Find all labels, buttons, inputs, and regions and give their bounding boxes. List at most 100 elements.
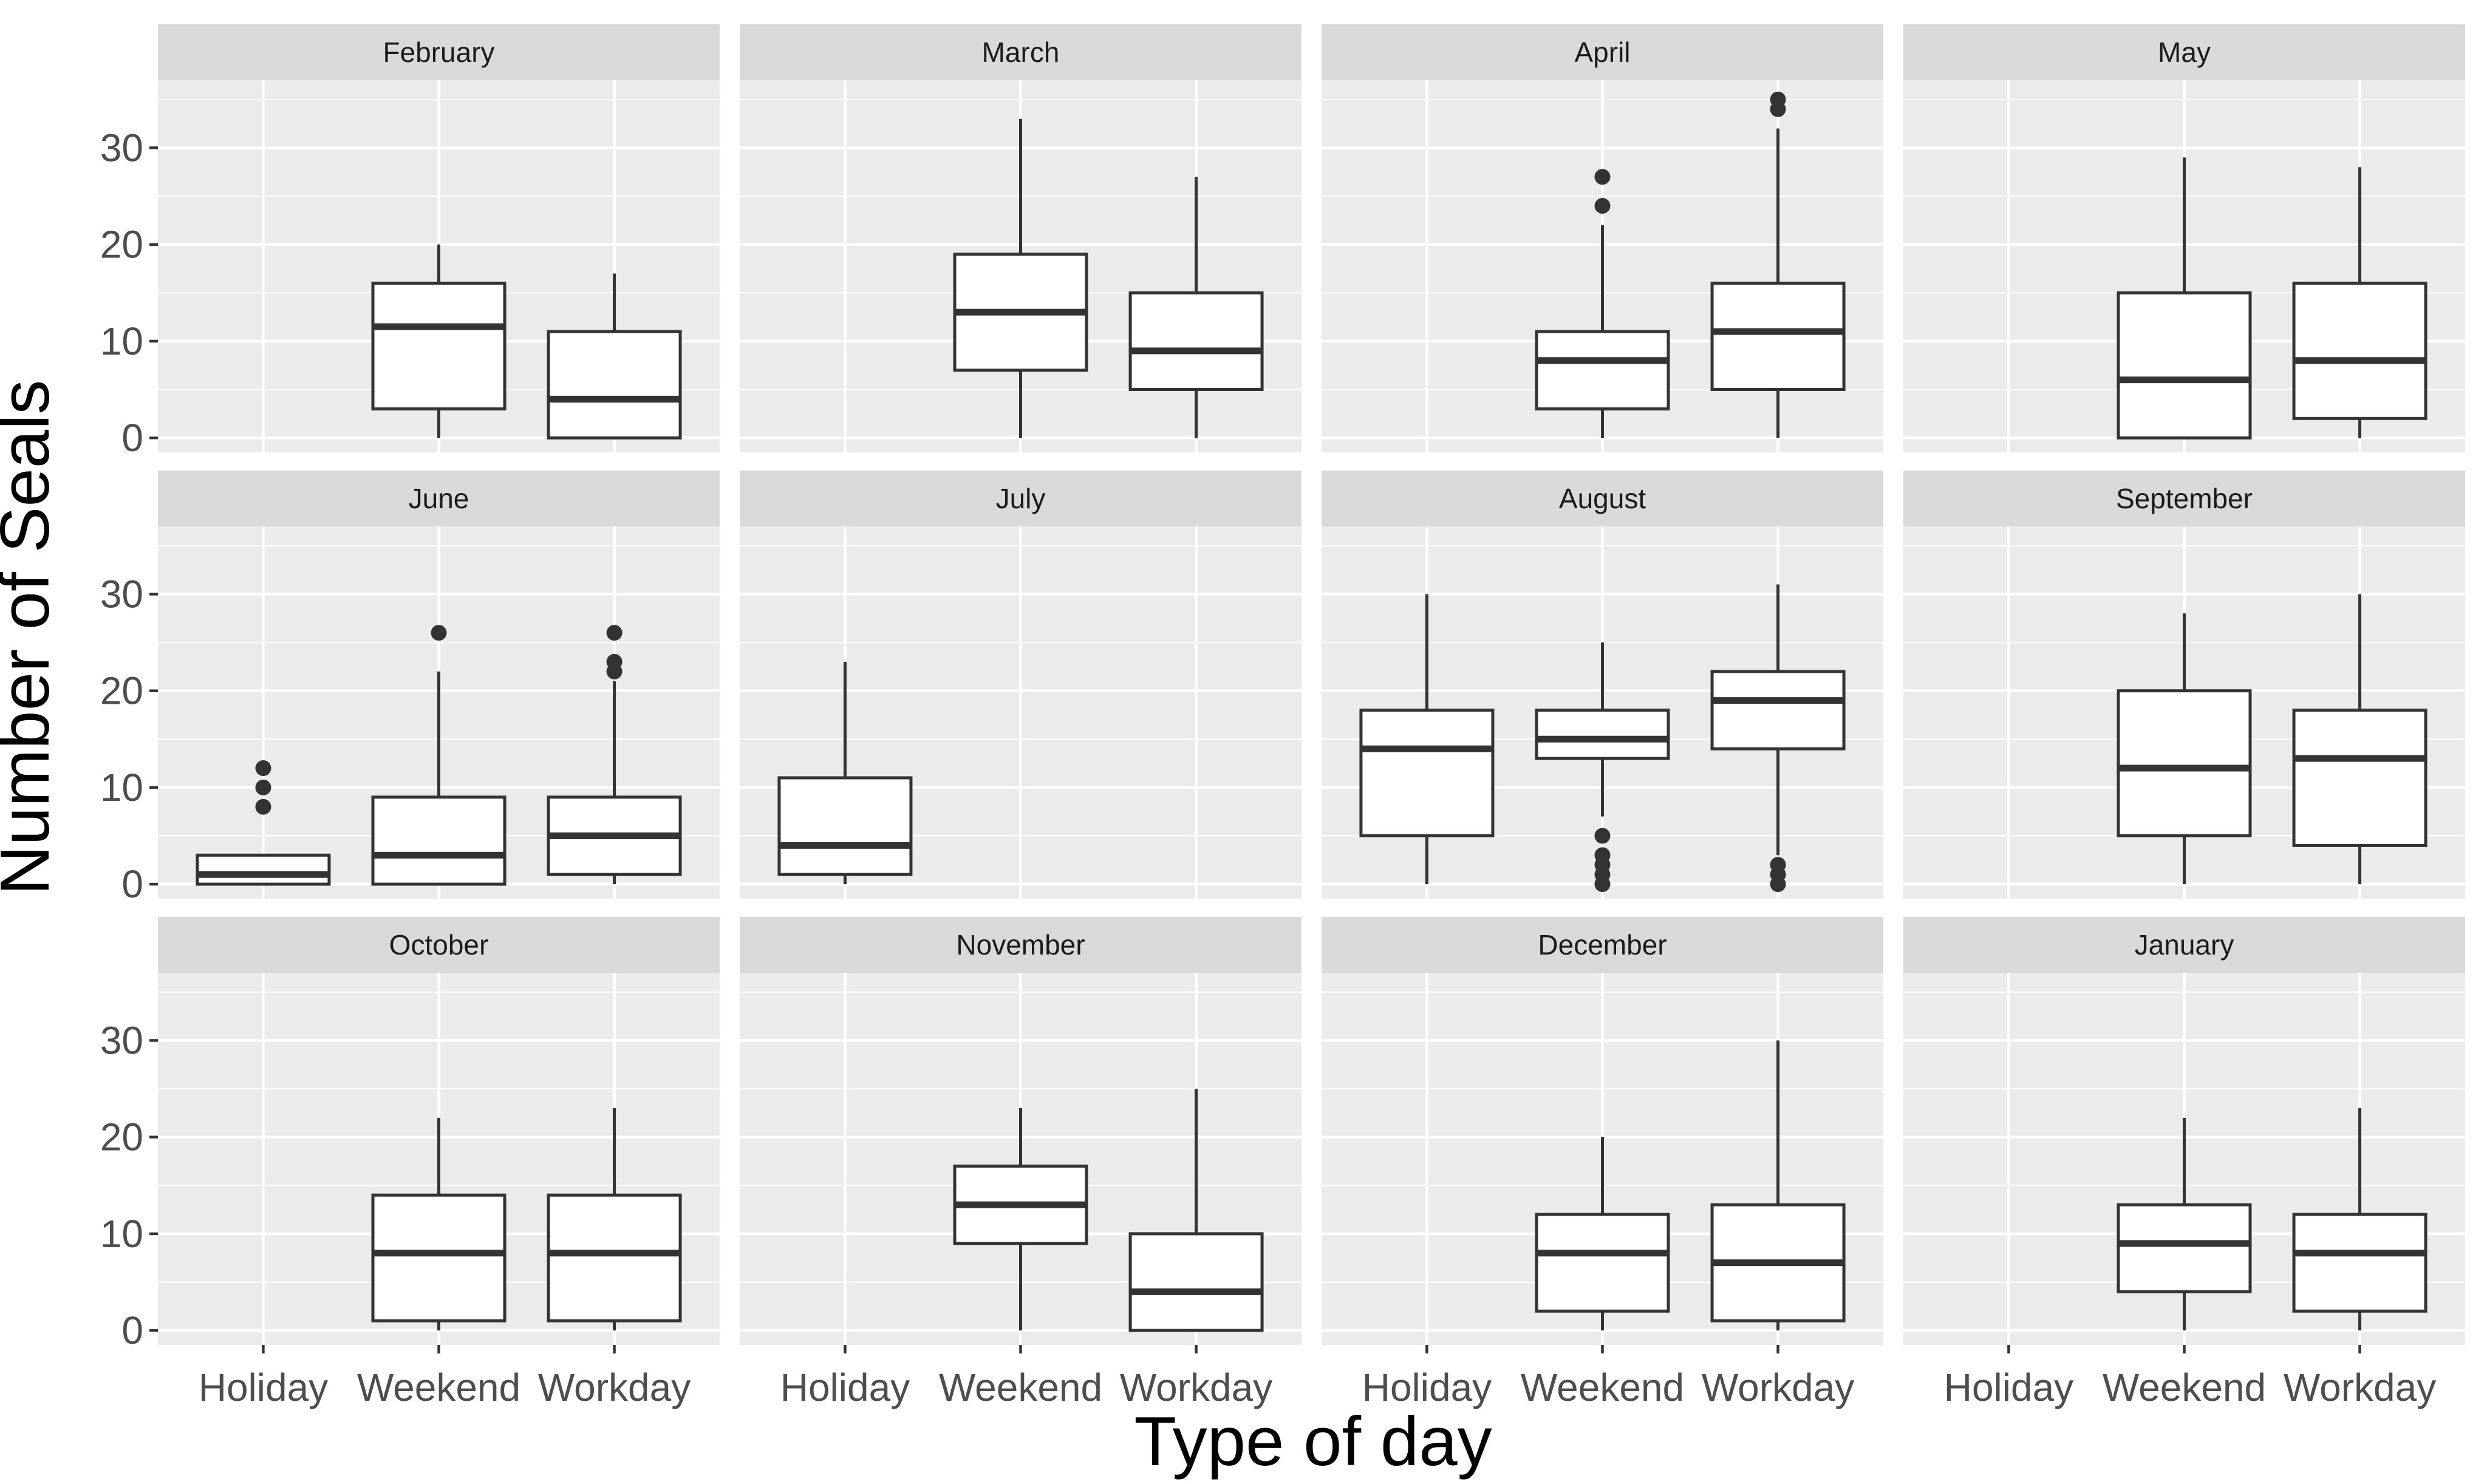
box-weekend: [1535, 169, 1670, 438]
y-axis-title: Number of Seals: [0, 380, 64, 895]
facet-strip: [1903, 471, 2465, 526]
box-weekend: [1535, 642, 1670, 893]
box-weekend: [953, 1108, 1088, 1331]
box-workday: [1128, 1089, 1264, 1332]
facet-strip-label: March: [982, 36, 1060, 68]
outlier-point: [606, 625, 623, 641]
panel-may: May: [1903, 24, 2465, 452]
box-iqr: [1128, 1232, 1264, 1332]
box-iqr: [777, 776, 913, 876]
y-tick-label: 20: [100, 223, 143, 267]
box-iqr: [2292, 281, 2427, 420]
facet-strip: [158, 24, 720, 80]
facet-strip: [1322, 471, 1883, 526]
box-weekend: [953, 118, 1088, 438]
y-tick-label: 0: [121, 416, 143, 460]
outlier-point: [1594, 828, 1611, 844]
outlier-point: [1770, 91, 1786, 107]
box-holiday: [777, 661, 913, 885]
panel-november: November Holiday Weekend Workday: [740, 917, 1301, 1409]
box-workday: [547, 273, 682, 440]
x-tick-label: Workday: [538, 1366, 691, 1409]
outlier-point: [1594, 197, 1611, 214]
box-iqr: [1535, 1213, 1670, 1313]
y-tick-label: 30: [100, 572, 143, 616]
panel-december: December Holiday Weekend Workday: [1322, 917, 1883, 1409]
box-workday: [547, 1108, 682, 1331]
outlier-point: [1594, 847, 1611, 863]
panel-september: September: [1903, 471, 2465, 899]
box-iqr: [2292, 709, 2427, 847]
box-iqr: [2117, 291, 2252, 440]
box-weekend: [1535, 1137, 1670, 1331]
box-iqr: [1535, 709, 1670, 760]
x-tick-label: Weekend: [2103, 1366, 2266, 1409]
y-tick-label: 20: [100, 669, 143, 713]
box-weekend: [2117, 613, 2252, 885]
outlier-point: [255, 779, 271, 795]
outlier-point: [431, 625, 447, 641]
facet-strip-label: August: [1559, 483, 1646, 514]
facet-strip-label: November: [956, 929, 1085, 961]
facet-strip: [740, 471, 1301, 526]
box-workday: [2292, 594, 2427, 885]
box-iqr: [371, 1193, 507, 1322]
y-tick-label: 30: [100, 1018, 143, 1062]
box-iqr: [2117, 689, 2252, 838]
box-iqr: [547, 330, 682, 440]
box-workday: [1128, 177, 1264, 438]
box-holiday: [1359, 594, 1495, 885]
y-tick-label: 10: [100, 319, 143, 363]
box-iqr: [196, 853, 331, 886]
facet-strip-label: September: [2116, 483, 2253, 514]
facet-strip-label: May: [2158, 36, 2211, 68]
facet-strip: [1322, 917, 1883, 973]
x-tick-label: Workday: [1120, 1366, 1272, 1409]
panel-june: June 0 10 20 30: [100, 471, 720, 906]
y-tick-label: 30: [100, 126, 143, 169]
panel-february: February 0 10 20 30: [100, 24, 720, 460]
facet-strip-label: January: [2135, 929, 2234, 961]
x-tick-label: Weekend: [357, 1366, 520, 1409]
box-weekend: [371, 244, 507, 438]
facet-strip-label: February: [383, 36, 494, 68]
x-tick-label: Holiday: [199, 1366, 328, 1409]
panel-july: July: [740, 471, 1301, 899]
box-weekend: [2117, 1117, 2252, 1331]
panel-august: August: [1322, 471, 1883, 899]
outlier-point: [1770, 857, 1786, 873]
x-tick-label: Holiday: [780, 1366, 910, 1409]
box-weekend: [371, 625, 507, 886]
y-tick-label: 0: [121, 862, 143, 906]
x-tick-label: Holiday: [1944, 1366, 2073, 1409]
y-tick-label: 10: [100, 766, 143, 809]
facet-strip: [740, 917, 1301, 973]
box-iqr: [1535, 330, 1670, 410]
box-iqr: [371, 795, 507, 886]
panel-january: January Holiday Weekend Workday: [1903, 917, 2465, 1409]
box-holiday: [196, 760, 331, 886]
box-iqr: [2292, 1213, 2427, 1313]
facet-strip: [1322, 24, 1883, 80]
x-tick-label: Weekend: [1521, 1366, 1684, 1409]
x-tick-label: Weekend: [939, 1366, 1102, 1409]
x-tick-label: Holiday: [1362, 1366, 1492, 1409]
facet-strip: [158, 917, 720, 973]
y-tick-label: 0: [121, 1309, 143, 1352]
outlier-point: [1594, 169, 1611, 185]
box-workday: [1710, 1040, 1846, 1331]
box-iqr: [547, 1193, 682, 1322]
y-tick-label: 20: [100, 1115, 143, 1159]
box-iqr: [2117, 1203, 2252, 1293]
panel-march: March: [740, 24, 1301, 452]
box-iqr: [1128, 291, 1264, 392]
facet-strip-label: October: [389, 929, 489, 961]
outlier-point: [606, 653, 623, 670]
box-workday: [1710, 91, 1846, 438]
facet-strip: [1903, 917, 2465, 973]
panel-april: April: [1322, 24, 1883, 452]
box-workday: [1710, 584, 1846, 893]
facet-strip-label: July: [996, 483, 1046, 514]
box-weekend: [2117, 157, 2252, 440]
